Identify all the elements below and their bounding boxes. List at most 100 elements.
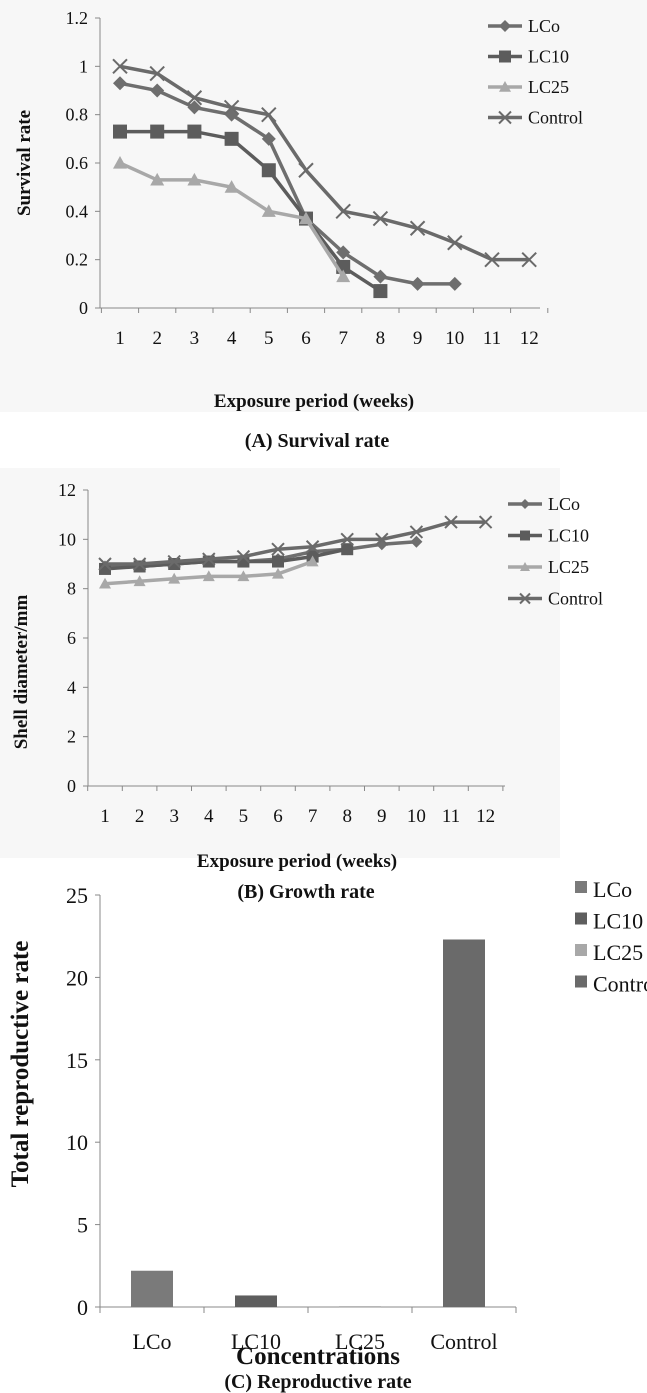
chart-1-legend-marker — [520, 499, 530, 509]
chart-1-point-Control — [202, 552, 216, 566]
chart-0-x-tick-label: 1 — [115, 328, 125, 349]
chart-0-point-LCo — [150, 83, 165, 98]
chart-1-point-Control — [98, 557, 112, 571]
chart-2-legend-swatch — [575, 912, 587, 925]
chart-b-xlabel: Exposure period (weeks) — [197, 851, 397, 872]
chart-0-point-Control — [298, 162, 314, 178]
chart-1-x-tick-label: 8 — [342, 806, 352, 827]
chart-1-point-Control — [444, 515, 458, 529]
chart-1-point-LC25 — [168, 572, 181, 584]
chart-1-legend-label: Control — [548, 589, 603, 609]
chart-2-legend-label: LCo — [593, 877, 632, 902]
chart-0-y-tick-label: 1 — [79, 56, 88, 76]
chart-0-point-LCo — [373, 269, 388, 284]
chart-1-x-tick-label: 2 — [135, 806, 145, 827]
chart-2-legend-swatch — [575, 881, 587, 893]
chart-0-point-LCo — [261, 131, 276, 146]
chart-0-x-tick-label: 3 — [190, 328, 200, 349]
chart-0-point-LC10 — [261, 163, 276, 178]
chart-1-point-LC10 — [272, 555, 284, 568]
chart-0-legend-label: LCo — [528, 16, 560, 36]
chart-0-point-Control — [186, 90, 203, 106]
chart-1-x-tick-label: 1 — [100, 806, 110, 827]
chart-1-point-LC25 — [99, 577, 111, 589]
chart-0-series-line-LCo — [119, 81, 455, 286]
chart-2-y-tick-label: 25 — [66, 883, 88, 908]
chart-0-point-Control — [149, 65, 165, 82]
chart-1-y-tick-label: 6 — [67, 628, 76, 648]
chart-2-x-tick-label: LC25 — [335, 1329, 385, 1354]
chart-2-legend-label: LC10 — [593, 909, 643, 934]
chart-1-x-tick-label: 10 — [407, 806, 426, 827]
chart-0-legend-marker — [498, 110, 512, 125]
chart-0-x-tick-label: 10 — [445, 328, 464, 349]
chart-0-y-tick-label: 1.2 — [66, 8, 89, 28]
chart-0-plot: 00.20.40.60.811.21 2 3 4 5 6 7 8 9 10 11 12LCoLC10L… — [66, 8, 584, 349]
chart-2-bar-Control — [443, 939, 485, 1307]
chart-0-legend-marker — [499, 50, 511, 63]
chart-0-point-LC25 — [113, 156, 127, 169]
chart-1-point-Control — [409, 525, 424, 539]
chart-0-y-tick-label: 0.4 — [66, 201, 89, 221]
chart-0-y-tick-label: 0.6 — [66, 153, 89, 173]
chart-0-point-LCo — [336, 245, 351, 260]
chart-2-legend-label: LC25 — [593, 940, 643, 965]
chart-1-y-tick-label: 12 — [58, 480, 76, 500]
chart-2-x-tick-label: Control — [430, 1329, 497, 1354]
chart-1-legend-marker — [520, 530, 530, 541]
chart-1-legend-label: LC25 — [548, 557, 589, 577]
chart-1-point-Control — [340, 532, 354, 547]
chart-0-point-Control — [447, 235, 463, 251]
chart-0-point-Control — [261, 106, 277, 123]
chart-0-legend-marker — [499, 20, 511, 32]
chart-2-legend-label: Control — [593, 972, 647, 997]
chart-0-point-LC10 — [150, 124, 165, 139]
chart-c-caption: (C) Reproductive rate — [224, 1371, 411, 1393]
chart-1-legend-label: LCo — [548, 494, 580, 514]
chart-0-point-Control — [372, 210, 389, 227]
chart-1-x-tick-label: 6 — [273, 806, 283, 827]
chart-2-y-tick-label: 20 — [66, 965, 88, 990]
chart-1-x-tick-label: 4 — [204, 806, 214, 827]
chart-1-point-Control — [167, 554, 181, 569]
chart-1-series-line-Control — [105, 520, 486, 566]
chart-0-x-tick-label: 7 — [338, 328, 348, 349]
chart-0-point-LC25 — [224, 180, 239, 193]
chart-0-x-tick-label: 4 — [227, 328, 237, 349]
chart-1-y-tick-label: 4 — [67, 677, 76, 697]
chart-c: Total reproductive rate Concentrations (… — [7, 941, 412, 1393]
chart-a-ylabel: Survival rate — [14, 110, 35, 216]
chart-1-point-LC10 — [341, 543, 354, 556]
chart-a-xlabel: Exposure period (weeks) — [214, 391, 414, 412]
chart-1-y-tick-label: 10 — [58, 529, 76, 549]
chart-0-point-Control — [409, 220, 426, 236]
chart-1-point-LC25 — [272, 567, 284, 579]
chart-0-legend-label: LC25 — [528, 77, 569, 97]
chart-0-point-LC10 — [373, 284, 388, 299]
chart-1-x-tick-label: 9 — [377, 806, 387, 827]
chart-1-point-LC25 — [133, 575, 146, 587]
chart-0-point-Control — [223, 99, 240, 116]
chart-1-y-tick-label: 0 — [67, 776, 76, 796]
chart-0-y-tick-label: 0 — [79, 298, 88, 318]
chart-0-x-tick-label: 9 — [413, 328, 423, 349]
chart-0-point-Control — [484, 251, 500, 268]
chart-b-caption: (B) Growth rate — [237, 881, 374, 903]
chart-0-point-LC10 — [113, 124, 127, 139]
chart-2-plot: 0 5 10 15 20 25 LCo LC10 LC25 Control LCo LC10 LC25 C… — [66, 877, 647, 1354]
chart-0-point-Control — [112, 58, 128, 75]
chart-0-point-LC25 — [187, 172, 202, 186]
chart-2-bar-LC10 — [235, 1295, 277, 1307]
chart-2-y-tick-label: 0 — [77, 1295, 88, 1320]
chart-0-x-tick-label: 8 — [376, 328, 386, 349]
chart-1-x-tick-label: 12 — [476, 806, 495, 827]
chart-0-point-LC25 — [261, 204, 276, 217]
chart-2-bar-LCo — [131, 1270, 173, 1307]
chart-c-xlabel: Concentrations — [236, 1343, 400, 1370]
chart-marks: 00.20.40.60.811.21 2 3 4 5 6 7 8 9 10 11 12LCoLC10L… — [58, 8, 647, 1354]
chart-1-point-Control — [305, 540, 320, 554]
chart-2-y-tick-label: 10 — [66, 1130, 88, 1155]
chart-2-legend-swatch — [575, 944, 587, 956]
chart-0-x-tick-label: 11 — [483, 328, 501, 349]
chart-0-point-LCo — [187, 100, 202, 115]
